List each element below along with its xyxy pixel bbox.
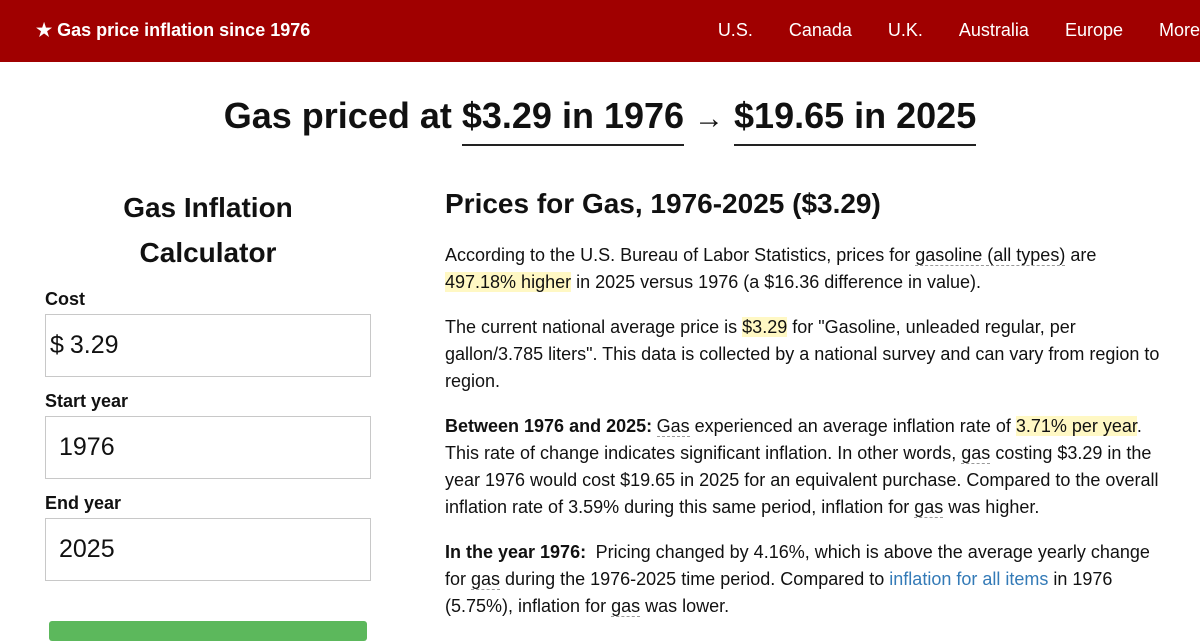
text: According to the U.S. Bureau of Labor St…: [445, 245, 916, 265]
paragraphs: According to the U.S. Bureau of Labor St…: [445, 242, 1170, 620]
field-label: End year: [45, 493, 122, 513]
nav-bar: ★ Gas price inflation since 1976 U.S. Can…: [0, 0, 1200, 62]
text: Pricing changed by 4.16%, which is above…: [445, 542, 1150, 589]
input-box[interactable]: $3.29: [45, 314, 371, 377]
text: . This rate of change indicates signific…: [445, 416, 1142, 463]
input-box[interactable]: 1976: [45, 416, 371, 479]
paragraph: Between 1976 and 2025: Gas experienced an…: [445, 413, 1170, 521]
calculate-button[interactable]: [49, 621, 367, 641]
nav-link[interactable]: Canada: [788, 20, 852, 40]
input-box[interactable]: 2025: [45, 518, 371, 581]
input-value: 3.29: [69, 331, 119, 359]
term: gas: [471, 569, 501, 590]
nav-link[interactable]: Europe: [1064, 20, 1123, 40]
input-value: 1976: [59, 433, 115, 461]
calculator: Gas Inflation Calculator Cost $3.29 Start …: [45, 185, 371, 641]
headline-arrow: →: [694, 102, 725, 135]
bold: Between 1976 and 2025:: [445, 416, 653, 436]
calculator-title: Gas Inflation Calculator: [123, 192, 293, 268]
text: in 2025 versus 1976 (a $16.36 difference…: [571, 272, 982, 292]
headline-from: $3.29 in 1976: [461, 95, 685, 146]
brand[interactable]: ★ Gas price inflation since 1976: [36, 20, 311, 40]
nav-link[interactable]: Australia: [958, 20, 1029, 40]
headline-to: $19.65 in 2025: [734, 95, 977, 146]
link[interactable]: inflation for all items: [889, 569, 1049, 589]
text: are: [1065, 245, 1097, 265]
headline: Gas priced at $3.29 in 1976 → $19.65 in 20…: [0, 95, 1200, 146]
highlight: 497.18% higher: [445, 272, 572, 292]
fields: Cost $3.29 Start year 1976 End year 2025: [45, 289, 371, 581]
paragraph: The current national average price is $3…: [445, 314, 1170, 395]
article-title: Prices for Gas, 1976-2025 ($3.29): [445, 188, 881, 219]
field-label: Cost: [45, 289, 85, 309]
text: was lower.: [640, 596, 730, 616]
term: gas: [611, 596, 641, 617]
highlight: $3.29: [742, 317, 788, 337]
term: gas: [914, 497, 944, 518]
nav-link[interactable]: More: [1158, 20, 1200, 40]
article: Prices for Gas, 1976-2025 ($3.29) Accord…: [445, 188, 1170, 638]
field-label: Start year: [45, 391, 129, 411]
paragraph: According to the U.S. Bureau of Labor St…: [445, 242, 1170, 296]
text: costing $3.29 in the year 1976 would cos…: [445, 443, 1159, 517]
highlight: 3.71% per year: [1015, 416, 1137, 436]
nav-link[interactable]: U.K.: [887, 20, 923, 40]
input-value: 2025: [59, 535, 115, 563]
nav-link[interactable]: U.S.: [717, 20, 753, 40]
text: in 1976 (5.75%), inflation for: [445, 569, 1113, 616]
term: Gas: [656, 416, 690, 437]
input-prefix: $: [50, 331, 64, 359]
text: for "Gasoline, unleaded regular, per gal…: [445, 317, 1160, 391]
text: experienced an average inflation rate of: [689, 416, 1016, 436]
text: during the 1976-2025 time period. Compar…: [500, 569, 890, 589]
paragraph: In the year 1976: Pricing changed by 4.1…: [445, 539, 1170, 620]
nav-links: U.S. Canada U.K. Australia Europe More: [682, 20, 1200, 41]
bold: In the year 1976:: [445, 542, 587, 562]
headline-prefix: Gas priced at: [223, 95, 452, 136]
term: gas: [961, 443, 991, 464]
text: was higher.: [943, 497, 1040, 517]
term: gasoline (all types): [915, 245, 1066, 266]
text: The current national average price is: [445, 317, 743, 337]
